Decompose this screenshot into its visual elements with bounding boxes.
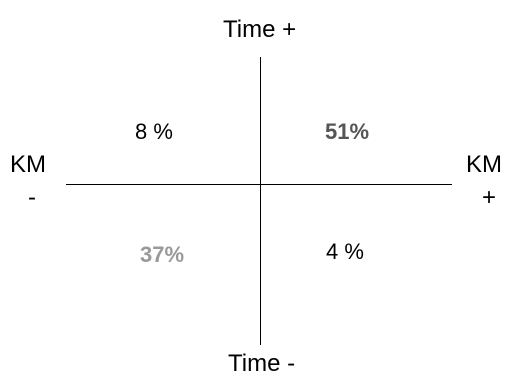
quadrant-value-top-right: 51% (325, 119, 370, 144)
quadrant-value-bottom-left: 37% (140, 242, 185, 267)
axis-label-top: Time + (223, 16, 297, 43)
axis-label-left-sign: - (28, 184, 36, 211)
horizontal-axis-line (66, 184, 452, 185)
quadrant-value-bottom-right: 4 % (326, 239, 364, 264)
axis-label-left: KM (10, 151, 46, 178)
axis-label-bottom: Time - (228, 350, 296, 377)
axis-label-right-sign: + (482, 184, 497, 211)
vertical-axis-line (260, 57, 261, 345)
axis-label-right: KM (466, 151, 502, 178)
quadrant-value-top-left: 8 % (135, 119, 173, 144)
